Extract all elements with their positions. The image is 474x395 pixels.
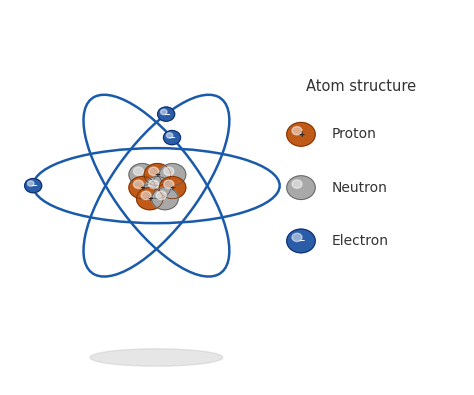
Circle shape — [129, 177, 155, 199]
Circle shape — [164, 180, 174, 188]
Text: Electron: Electron — [332, 234, 389, 248]
Circle shape — [27, 181, 34, 186]
Circle shape — [141, 191, 151, 199]
Text: +: + — [170, 184, 175, 191]
Circle shape — [287, 176, 315, 199]
Circle shape — [25, 179, 42, 193]
Circle shape — [161, 109, 167, 115]
Circle shape — [159, 164, 186, 186]
Circle shape — [292, 233, 302, 241]
Circle shape — [164, 130, 181, 145]
Text: −: − — [163, 109, 170, 118]
Circle shape — [164, 167, 174, 175]
Circle shape — [166, 133, 173, 138]
Circle shape — [149, 167, 159, 175]
Circle shape — [149, 180, 159, 188]
Circle shape — [137, 188, 163, 210]
Circle shape — [144, 177, 171, 199]
Text: −: − — [30, 181, 36, 190]
Text: Atom structure: Atom structure — [306, 79, 416, 94]
Circle shape — [287, 229, 315, 253]
Text: +: + — [298, 130, 304, 139]
Text: −: − — [298, 237, 304, 245]
Circle shape — [287, 122, 315, 146]
Circle shape — [134, 167, 144, 175]
Circle shape — [144, 164, 171, 186]
Circle shape — [292, 126, 302, 135]
Ellipse shape — [90, 349, 223, 366]
Text: +: + — [147, 196, 153, 202]
Circle shape — [158, 107, 175, 121]
Circle shape — [152, 188, 178, 210]
Text: +: + — [139, 184, 145, 191]
Text: Proton: Proton — [332, 127, 377, 141]
Circle shape — [134, 180, 144, 188]
Circle shape — [156, 191, 166, 199]
Circle shape — [159, 177, 186, 199]
Circle shape — [292, 180, 302, 188]
Circle shape — [129, 164, 155, 186]
Text: +: + — [155, 171, 160, 178]
Text: Neutron: Neutron — [332, 181, 388, 195]
Text: −: − — [168, 133, 175, 142]
